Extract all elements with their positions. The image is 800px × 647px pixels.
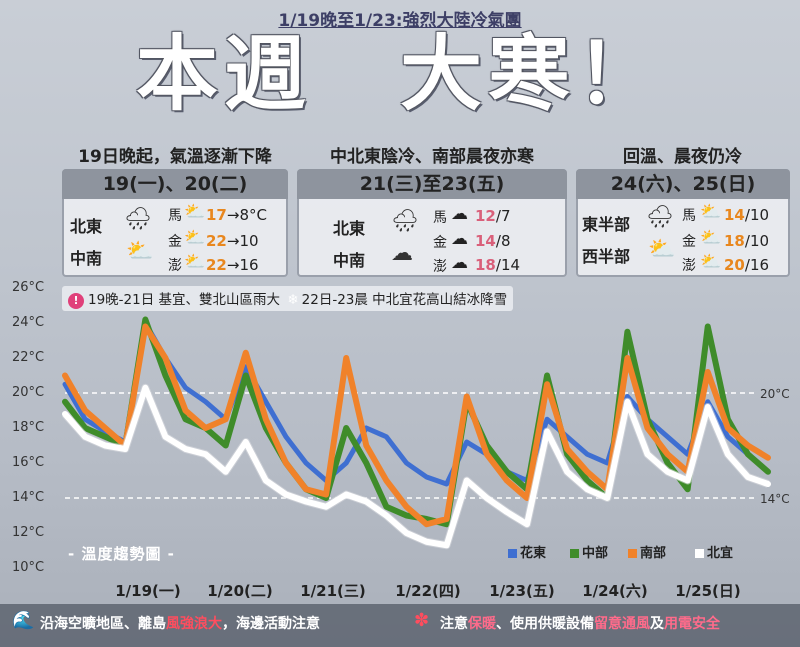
region-label: 東半部 <box>582 215 631 234</box>
warm-clothing-icon: ✽ <box>414 610 430 631</box>
weather-alert: ! 19晚-21日 基宜、雙北山區雨大 ❄ 22日-23晨 中北宜花高山結冰降雪 <box>62 286 514 311</box>
legend-item: 花東 <box>508 542 546 561</box>
reference-line-label: 20°C <box>760 387 790 401</box>
rain-cloud-icon: 🌧 <box>124 207 152 232</box>
alert-text-snow: 22日-23晨 中北宜花高山結冰降雪 <box>301 292 508 308</box>
x-tick-label: 1/25(日) <box>675 582 741 600</box>
y-tick-label: 12°C <box>12 525 45 540</box>
y-tick-label: 16°C <box>12 455 45 470</box>
partly-sunny-icon: ⛅ <box>184 228 206 248</box>
region-label: 中南 <box>70 249 103 268</box>
island-temp: 22→16 <box>206 256 259 274</box>
partly-sunny-icon: ⛅ <box>700 228 722 248</box>
series-line-花東 <box>62 320 771 487</box>
chart-title: - 溫度趨勢圖 - <box>68 545 175 563</box>
partly-sunny-icon: ⛅ <box>700 252 722 272</box>
rain-cloud-icon: 🌧 <box>646 205 674 230</box>
partly-sunny-icon: ⛅ <box>126 239 154 264</box>
region-label: 西半部 <box>582 247 631 266</box>
y-tick-label: 26°C <box>12 280 45 295</box>
island-temp: 17→8°C <box>206 206 267 224</box>
footer-background <box>0 604 800 647</box>
x-tick-label: 1/23(五) <box>489 582 555 600</box>
exclamation-icon: ! <box>68 293 84 309</box>
panel-tab-3: 24(六)、25(日) <box>576 169 790 199</box>
partly-sunny-icon: ⛅ <box>700 202 722 222</box>
forecast-panel-2: 21(三)至23(五) 北東 🌧 中南 ☁ 馬 ☁ 12/7 金 ☁ 14/8 … <box>297 169 567 277</box>
legend-swatch <box>570 549 579 558</box>
panel-tab-2: 21(三)至23(五) <box>297 169 567 199</box>
column-heading-2: 中北東陰冷、南部晨夜亦寒 <box>330 147 534 167</box>
island-temp: 14/8 <box>475 232 511 250</box>
island-label: 金 <box>433 235 447 251</box>
series-line-北宜 <box>62 384 771 549</box>
island-temp: 20/16 <box>724 256 770 274</box>
cloud-icon: ☁ <box>451 204 468 224</box>
x-tick-label: 1/21(三) <box>300 582 366 600</box>
x-tick-label: 1/24(六) <box>582 582 648 600</box>
island-temp: 18/14 <box>475 256 521 274</box>
legend-swatch <box>695 549 704 558</box>
footer-safety-warning: 注意保暖、使用供暖設備留意通風及用電安全 <box>440 616 720 632</box>
series-line-中部 <box>62 316 771 528</box>
island-label: 馬 <box>682 208 696 224</box>
island-label: 金 <box>682 234 696 250</box>
panel-tab-1: 19(一)、20(二) <box>62 169 288 199</box>
subtitle: 1/19晚至1/23:強烈大陸冷氣團 <box>278 11 522 31</box>
region-label: 北東 <box>333 219 366 238</box>
legend-swatch <box>628 549 637 558</box>
legend-item: 中部 <box>570 542 608 561</box>
partly-sunny-icon: ⛅ <box>648 237 676 262</box>
island-label: 澎 <box>168 258 182 274</box>
island-label: 馬 <box>433 210 447 226</box>
y-tick-label: 22°C <box>12 350 45 365</box>
cloud-icon: ☁ <box>451 253 468 273</box>
reference-line-label: 14°C <box>760 492 790 506</box>
island-label: 澎 <box>433 259 447 275</box>
island-label: 澎 <box>682 258 696 274</box>
column-heading-1: 19日晚起，氣溫逐漸下降 <box>78 147 272 167</box>
series-line-南部 <box>62 323 771 528</box>
legend-swatch <box>508 549 517 558</box>
legend-item: 南部 <box>628 542 666 561</box>
y-tick-label: 14°C <box>12 490 45 505</box>
forecast-panel-1: 19(一)、20(二) 北東 🌧 中南 ⛅ 馬 ⛅ 17→8°C 金 ⛅ 22→… <box>62 169 288 277</box>
y-tick-label: 18°C <box>12 420 45 435</box>
island-temp: 14/10 <box>724 206 770 224</box>
island-label: 馬 <box>168 208 182 224</box>
cloud-icon: ☁ <box>391 241 413 266</box>
snowflake-icon: ❄ <box>287 292 299 308</box>
partly-sunny-icon: ⛅ <box>184 202 206 222</box>
y-tick-label: 24°C <box>12 315 45 330</box>
alert-text-rain: 19晚-21日 基宜、雙北山區雨大 <box>88 292 281 308</box>
island-temp: 18/10 <box>724 232 770 250</box>
y-tick-label: 20°C <box>12 385 45 400</box>
forecast-panel-3: 24(六)、25(日) 東半部 🌧 西半部 ⛅ 馬 ⛅ 14/10 金 ⛅ 18… <box>576 169 790 277</box>
x-tick-label: 1/22(四) <box>395 582 461 600</box>
headline: 本週 大寒！ <box>135 27 664 122</box>
island-label: 金 <box>168 234 182 250</box>
y-tick-label: 10°C <box>12 560 45 575</box>
column-heading-3: 回溫、晨夜仍冷 <box>623 147 742 167</box>
region-label: 北東 <box>70 217 103 236</box>
legend-item: 北宜 <box>695 542 733 561</box>
partly-sunny-icon: ⛅ <box>184 252 206 272</box>
island-temp: 12/7 <box>475 207 511 225</box>
x-tick-label: 1/19(一) <box>115 582 181 600</box>
wave-icon: 🌊 <box>12 610 35 631</box>
island-temp: 22→10 <box>206 232 259 250</box>
x-tick-label: 1/20(二) <box>207 582 273 600</box>
cloud-icon: ☁ <box>451 229 468 249</box>
footer-marine-warning: 沿海空曠地區、離島風強浪大，海邊活動注意 <box>40 616 320 632</box>
rain-cloud-icon: 🌧 <box>391 209 419 234</box>
region-label: 中南 <box>333 251 366 270</box>
